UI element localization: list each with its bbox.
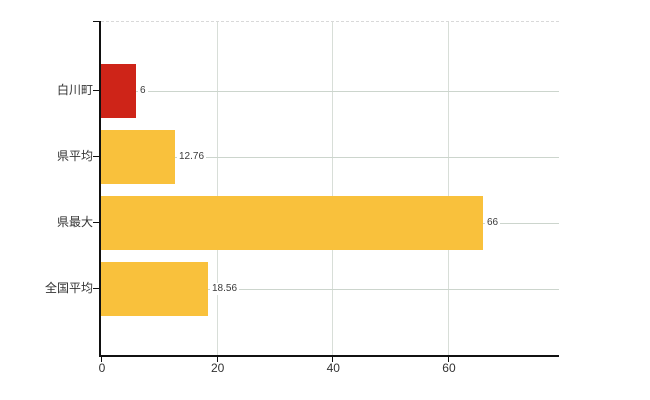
- vertical-gridline: [217, 22, 218, 355]
- x-axis-tick-label: 20: [210, 361, 225, 375]
- horizontal-gridline: [101, 157, 559, 158]
- bar-value-label: 66: [485, 217, 501, 229]
- horizontal-gridline: [101, 91, 559, 92]
- x-axis-tick: [217, 357, 218, 362]
- y-axis-tick: [93, 288, 100, 289]
- bar-1: [101, 64, 136, 118]
- category-label: 白川町: [56, 83, 93, 97]
- x-axis-tick-label: 60: [442, 361, 456, 375]
- y-axis-tick: [93, 90, 100, 91]
- plot-area: 6 12.76 66 18.56: [101, 21, 559, 355]
- y-axis-tick: [93, 222, 100, 223]
- category-label: 県最大: [56, 215, 93, 229]
- y-axis-line: [99, 21, 101, 355]
- bar-value-label: 12.76: [177, 151, 207, 163]
- x-axis-tick-label: 40: [326, 361, 340, 375]
- x-axis-tick-label: 0: [98, 361, 106, 375]
- vertical-gridline: [332, 22, 333, 355]
- x-axis-tick: [101, 357, 102, 362]
- category-label: 県平均: [56, 149, 93, 163]
- x-axis-tick: [448, 357, 449, 362]
- category-label: 全国平均: [44, 281, 93, 295]
- bar-4: [101, 262, 208, 316]
- vertical-gridline: [448, 22, 449, 355]
- bar-value-label: 6: [138, 85, 148, 97]
- x-axis-line: [99, 355, 559, 357]
- y-axis-tick: [93, 156, 100, 157]
- bar-2: [101, 130, 175, 184]
- y-axis-top-tick: [93, 21, 100, 22]
- x-axis-tick: [332, 357, 333, 362]
- horizontal-gridline: [101, 289, 559, 290]
- bar-3: [101, 196, 483, 250]
- bar-value-label: 18.56: [210, 283, 240, 295]
